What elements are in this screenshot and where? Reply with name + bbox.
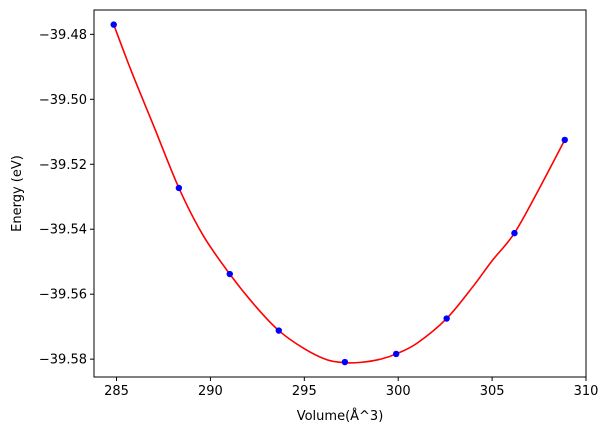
plot-frame xyxy=(93,9,587,378)
x-axis: 285 290 295 300 305 310 xyxy=(104,377,598,399)
data-point xyxy=(561,136,568,144)
x-tick-label: 285 xyxy=(104,384,129,399)
y-axis-label: Energy (eV) xyxy=(10,155,25,232)
data-point xyxy=(392,350,400,358)
data-point xyxy=(275,327,282,334)
x-tick-label: 300 xyxy=(386,384,411,399)
data-point xyxy=(226,270,233,278)
data-point xyxy=(443,315,450,322)
x-axis-label: Volume(Å^3) xyxy=(297,408,384,424)
y-tick-label: −39.54 xyxy=(39,223,87,238)
y-tick-label: −39.48 xyxy=(39,28,87,43)
y-axis: −39.58 −39.56 −39.54 −39.52 −39.50 −39.48 xyxy=(39,28,94,368)
x-tick-label: 310 xyxy=(574,384,599,399)
data-point xyxy=(341,358,349,366)
y-tick-label: −39.58 xyxy=(39,353,87,368)
y-tick-label: −39.56 xyxy=(39,288,87,303)
x-tick-label: 290 xyxy=(198,384,223,399)
y-tick-label: −39.52 xyxy=(39,158,87,173)
data-point xyxy=(110,21,117,28)
data-point xyxy=(511,229,518,237)
x-tick-label: 295 xyxy=(292,384,317,399)
x-tick-label: 305 xyxy=(480,384,505,399)
plot-area xyxy=(110,21,568,366)
y-tick-label: −39.50 xyxy=(39,93,87,108)
data-point xyxy=(175,184,183,192)
